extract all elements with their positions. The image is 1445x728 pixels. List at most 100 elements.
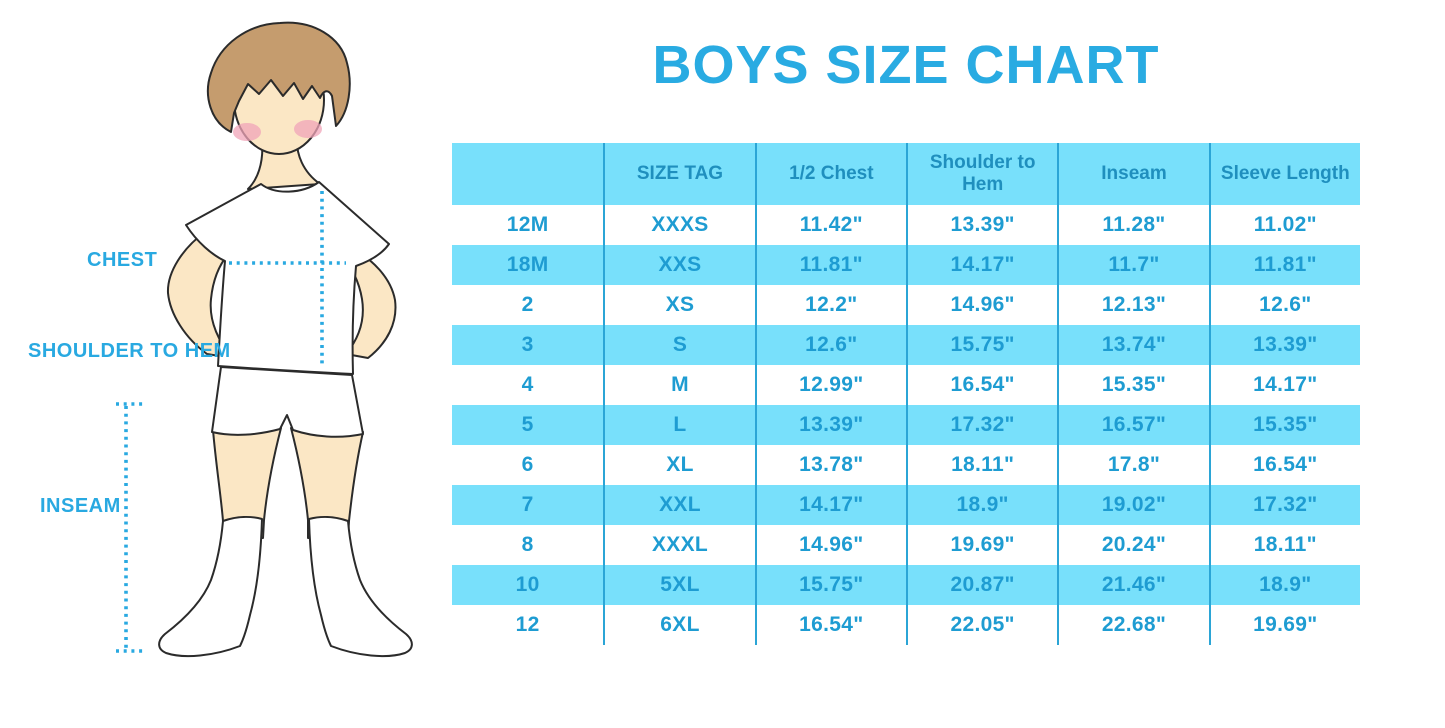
table-cell: 15.35" bbox=[1208, 405, 1360, 445]
table-cell: 15.35" bbox=[1057, 365, 1208, 405]
table-cell: 3 bbox=[521, 333, 534, 356]
table-cell: 12.2" bbox=[754, 285, 906, 325]
table-row: 8 XXXL 14.96" 19.69" 20.24" 18.11" bbox=[452, 525, 1360, 565]
sock-right bbox=[308, 515, 413, 658]
table-cell: 11.7" bbox=[1057, 245, 1208, 285]
shirt bbox=[185, 181, 390, 375]
column-header: Shoulder to Hem bbox=[905, 143, 1057, 205]
column-header: Sleeve Length bbox=[1208, 143, 1360, 205]
table-cell: 15.75" bbox=[905, 325, 1057, 365]
table-cell: XXXS bbox=[603, 205, 754, 245]
table-cell: 20.87" bbox=[905, 565, 1057, 605]
table-cell: 12M bbox=[506, 213, 549, 236]
table-cell: 2 bbox=[521, 293, 534, 316]
table-cell: 19.02" bbox=[1057, 485, 1208, 525]
table-cell: 6XL bbox=[603, 605, 754, 645]
table-cell: 17.8" bbox=[1057, 445, 1208, 485]
table-cell: 12.6" bbox=[1208, 285, 1360, 325]
table-cell: 12.99" bbox=[754, 365, 906, 405]
table-row: 18M XXS 11.81" 14.17" 11.7" 11.81" bbox=[452, 245, 1360, 285]
table-cell: S bbox=[603, 325, 754, 365]
table-cell: XXXL bbox=[603, 525, 754, 565]
table-cell: 13.74" bbox=[1057, 325, 1208, 365]
table-cell: 17.32" bbox=[1208, 485, 1360, 525]
column-header: 1/2 Chest bbox=[754, 143, 906, 205]
table-row: 5 L 13.39" 17.32" 16.57" 15.35" bbox=[452, 405, 1360, 445]
table-cell: 14.96" bbox=[905, 285, 1057, 325]
shorts bbox=[211, 366, 364, 438]
column-header: SIZE TAG bbox=[603, 143, 754, 205]
table-cell: 5XL bbox=[603, 565, 754, 605]
blush-right bbox=[294, 120, 322, 138]
table-row: 12M XXXS 11.42" 13.39" 11.28" 11.02" bbox=[452, 205, 1360, 245]
table-cell: 16.57" bbox=[1057, 405, 1208, 445]
table-cell: 11.42" bbox=[754, 205, 906, 245]
table-cell: 22.68" bbox=[1057, 605, 1208, 645]
table-cell: 22.05" bbox=[905, 605, 1057, 645]
table-cell: XL bbox=[603, 445, 754, 485]
table-cell: 18.9" bbox=[905, 485, 1057, 525]
table-cell: 12.13" bbox=[1057, 285, 1208, 325]
inseam-label: INSEAM bbox=[40, 495, 121, 517]
table-cell: 16.54" bbox=[905, 365, 1057, 405]
table-cell: 7 bbox=[521, 493, 534, 516]
table-cell: 11.28" bbox=[1057, 205, 1208, 245]
boy-illustration bbox=[116, 21, 413, 658]
table-cell: 13.39" bbox=[1208, 325, 1360, 365]
table-cell: 15.75" bbox=[754, 565, 906, 605]
table-cell: 19.69" bbox=[905, 525, 1057, 565]
table-row: 7 XXL 14.17" 18.9" 19.02" 17.32" bbox=[452, 485, 1360, 525]
table-cell: 18.11" bbox=[1208, 525, 1360, 565]
table-cell: 18.9" bbox=[1208, 565, 1360, 605]
table-cell: 13.39" bbox=[905, 205, 1057, 245]
table-cell: 4 bbox=[521, 373, 534, 396]
table-cell: 5 bbox=[521, 413, 534, 436]
table-body: 12M XXXS 11.42" 13.39" 11.28" 11.02" 18M XXS 11.… bbox=[452, 205, 1360, 645]
table-cell: 20.24" bbox=[1057, 525, 1208, 565]
hair bbox=[206, 21, 351, 133]
table-cell: 12 bbox=[515, 613, 540, 636]
table-cell: 13.78" bbox=[754, 445, 906, 485]
page-title: BOYS SIZE CHART bbox=[652, 35, 1160, 95]
table-cell: 19.69" bbox=[1208, 605, 1360, 645]
table-cell: 16.54" bbox=[1208, 445, 1360, 485]
table-cell: XXL bbox=[603, 485, 754, 525]
table-cell: 18M bbox=[506, 253, 549, 276]
sock-left bbox=[158, 515, 263, 658]
table-row: 2 XS 12.2" 14.96" 12.13" 12.6" bbox=[452, 285, 1360, 325]
table-cell: 21.46" bbox=[1057, 565, 1208, 605]
table-row: 10 5XL 15.75" 20.87" 21.46" 18.9" bbox=[452, 565, 1360, 605]
table-row: 3 S 12.6" 15.75" 13.74" 13.39" bbox=[452, 325, 1360, 365]
table-cell: 14.17" bbox=[905, 245, 1057, 285]
table-cell: 12.6" bbox=[754, 325, 906, 365]
column-header: Inseam bbox=[1057, 143, 1208, 205]
size-table: SIZE TAG 1/2 Chest Shoulder to Hem Inseam Sl… bbox=[452, 143, 1360, 645]
table-cell: 14.17" bbox=[1208, 365, 1360, 405]
table-header-row: SIZE TAG 1/2 Chest Shoulder to Hem Inseam Sl… bbox=[452, 143, 1360, 205]
table-cell: M bbox=[603, 365, 754, 405]
table-cell: 11.81" bbox=[754, 245, 906, 285]
boy-measurement-diagram: CHEST SHOULDER TO HEM INSEAM bbox=[0, 0, 450, 723]
table-cell: 14.96" bbox=[754, 525, 906, 565]
table-cell: 8 bbox=[521, 533, 534, 556]
table-cell: L bbox=[603, 405, 754, 445]
leg-left bbox=[212, 427, 282, 539]
column-header bbox=[452, 143, 603, 205]
table-cell: 11.02" bbox=[1208, 205, 1360, 245]
shoulder-to-hem-label: SHOULDER TO HEM bbox=[28, 340, 231, 362]
table-cell: 18.11" bbox=[905, 445, 1057, 485]
blush-left bbox=[233, 123, 261, 141]
table-cell: 13.39" bbox=[754, 405, 906, 445]
table-row: 4 M 12.99" 16.54" 15.35" 14.17" bbox=[452, 365, 1360, 405]
table-cell: 17.32" bbox=[905, 405, 1057, 445]
table-cell: 14.17" bbox=[754, 485, 906, 525]
chest-label: CHEST bbox=[87, 249, 158, 271]
table-row: 6 XL 13.78" 18.11" 17.8" 16.54" bbox=[452, 445, 1360, 485]
table-cell: 6 bbox=[521, 453, 534, 476]
table-cell: 16.54" bbox=[754, 605, 906, 645]
table-cell: XS bbox=[603, 285, 754, 325]
table-row: 12 6XL 16.54" 22.05" 22.68" 19.69" bbox=[452, 605, 1360, 645]
table-cell: 11.81" bbox=[1208, 245, 1360, 285]
table-cell: 10 bbox=[515, 573, 540, 596]
table-cell: XXS bbox=[603, 245, 754, 285]
